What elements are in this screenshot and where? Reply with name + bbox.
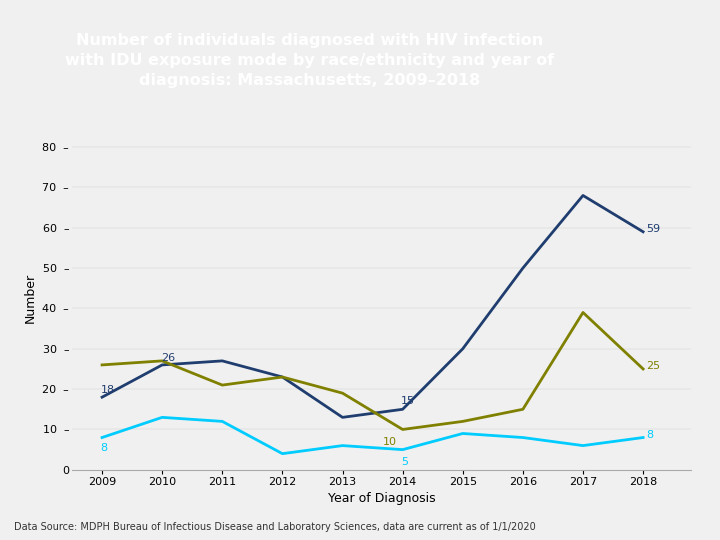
Y-axis label: Number: Number	[24, 273, 37, 323]
Text: 10: 10	[383, 437, 397, 447]
Black NH	[278, 450, 287, 457]
Hispanic/Latino	[518, 406, 527, 413]
Text: Data Source: MDPH Bureau of Infectious Disease and Laboratory Sciences, data are: Data Source: MDPH Bureau of Infectious D…	[14, 522, 536, 532]
Hispanic/Latino	[579, 309, 588, 316]
White NH	[459, 346, 467, 352]
Hispanic/Latino	[398, 426, 407, 433]
Text: Number of individuals diagnosed with HIV infection
with IDU exposure mode by rac: Number of individuals diagnosed with HIV…	[65, 33, 554, 88]
Black NH	[459, 430, 467, 437]
Black NH	[158, 414, 166, 421]
White NH	[338, 414, 347, 421]
White NH	[398, 406, 407, 413]
Black NH	[639, 434, 647, 441]
Black NH	[398, 447, 407, 453]
Hispanic/Latino	[338, 390, 347, 396]
Text: 15: 15	[401, 396, 415, 406]
White NH	[158, 362, 166, 368]
White NH	[518, 265, 527, 271]
Text: 26: 26	[161, 353, 175, 363]
White NH	[218, 357, 227, 364]
Text: 8: 8	[646, 429, 653, 440]
Hispanic/Latino	[459, 418, 467, 424]
X-axis label: Year of Diagnosis: Year of Diagnosis	[328, 492, 436, 505]
White NH	[639, 228, 647, 235]
Line: Hispanic/Latino: Hispanic/Latino	[102, 313, 643, 429]
Line: Black NH: Black NH	[102, 417, 643, 454]
Black NH	[98, 434, 107, 441]
Hispanic/Latino	[218, 382, 227, 388]
Line: White NH: White NH	[102, 195, 643, 417]
Text: 59: 59	[646, 224, 660, 234]
Legend: White NH, Black NH, Hispanic/Latino: White NH, Black NH, Hispanic/Latino	[210, 537, 554, 540]
Hispanic/Latino	[98, 362, 107, 368]
Black NH	[518, 434, 527, 441]
Hispanic/Latino	[278, 374, 287, 380]
Text: 5: 5	[401, 457, 408, 467]
White NH	[98, 394, 107, 401]
White NH	[579, 192, 588, 199]
Text: 25: 25	[646, 361, 660, 371]
Hispanic/Latino	[158, 357, 166, 364]
White NH	[278, 374, 287, 380]
Hispanic/Latino	[639, 366, 647, 372]
Black NH	[338, 442, 347, 449]
Text: 18: 18	[101, 385, 114, 395]
Black NH	[218, 418, 227, 424]
Black NH	[579, 442, 588, 449]
Text: 8: 8	[101, 443, 108, 454]
